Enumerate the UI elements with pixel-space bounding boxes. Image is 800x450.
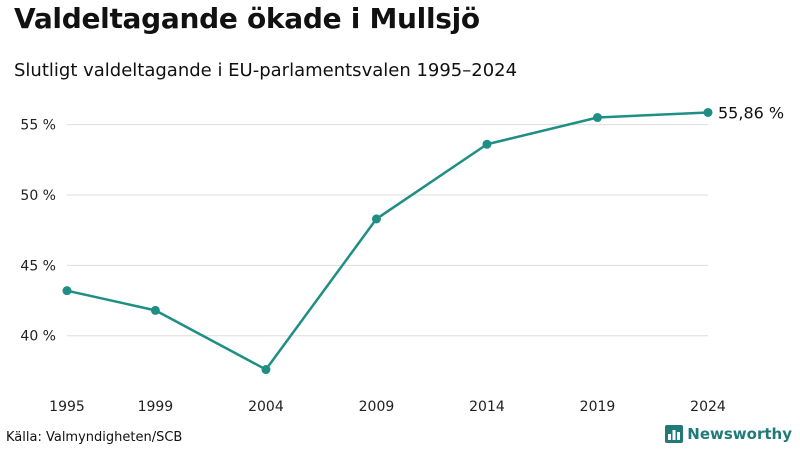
x-tick-label: 2014 (469, 399, 505, 415)
brand-logo: Newsworthy (665, 425, 792, 443)
end-value-label: 55,86 % (718, 103, 784, 122)
source-note: Källa: Valmyndigheten/SCB (6, 430, 183, 445)
x-tick-label: 2019 (580, 399, 616, 415)
data-point-2014 (482, 139, 492, 149)
x-tick-label: 1995 (49, 399, 85, 415)
y-axis-ticks: 40 % 45 % 50 % 55 % (20, 118, 56, 345)
y-tick-label: 50 % (20, 188, 56, 204)
data-point-2024 (703, 107, 713, 117)
chart-subtitle: Slutligt valdeltagande i EU-parlamentsva… (14, 60, 518, 81)
brand-name: Newsworthy (687, 425, 792, 443)
x-axis-ticks: 1995 1999 2004 2009 2014 2019 2024 (49, 399, 726, 415)
y-tick-label: 40 % (20, 329, 56, 345)
data-point-2019 (592, 113, 602, 123)
data-point-2009 (371, 214, 381, 224)
x-tick-label: 2004 (248, 399, 284, 415)
data-points (62, 107, 713, 375)
gridlines (67, 124, 708, 337)
y-tick-label: 45 % (20, 258, 56, 274)
bar-chart-icon (665, 425, 684, 443)
data-point-1999 (150, 305, 160, 315)
y-tick-label: 55 % (20, 118, 56, 134)
data-point-2004 (261, 365, 271, 375)
series-line (66, 111, 709, 371)
x-tick-label: 2024 (690, 399, 726, 415)
x-tick-label: 1999 (138, 399, 174, 415)
annotations: 55,86 % (718, 103, 784, 122)
data-point-1995 (62, 286, 72, 296)
chart-title: Valdeltagande ökade i Mullsjö (14, 2, 480, 35)
x-tick-label: 2009 (359, 399, 395, 415)
